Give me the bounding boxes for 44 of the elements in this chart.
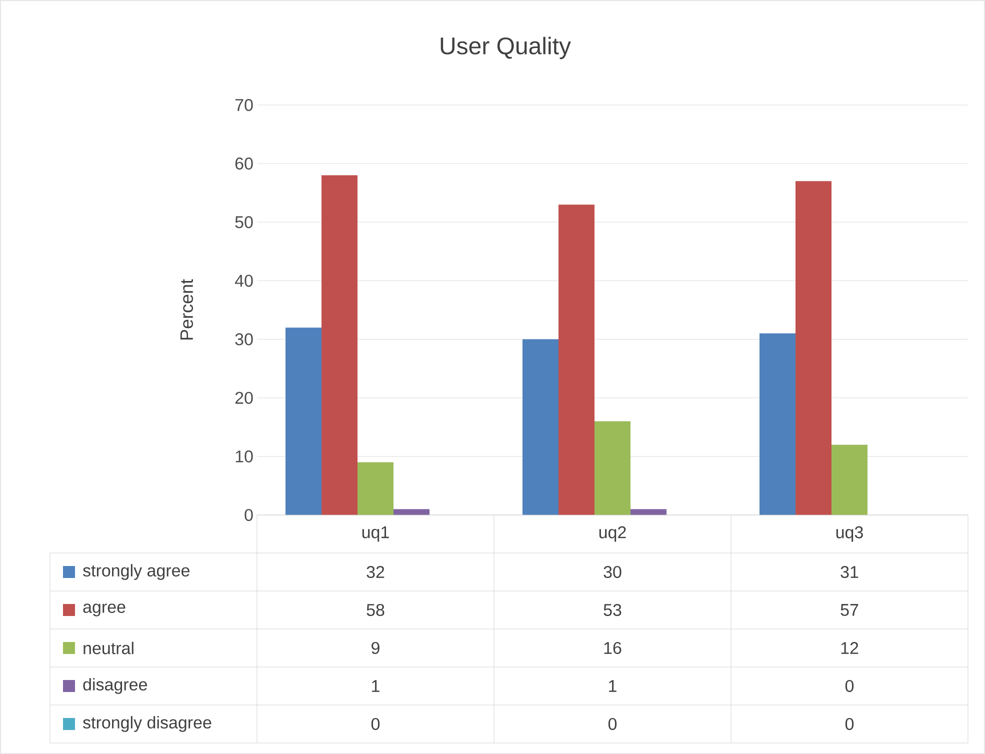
bar (594, 421, 631, 515)
data-label: 9 (372, 642, 380, 654)
x-tick-label: uq3 (836, 526, 863, 542)
y-tick-label: 20 (235, 392, 253, 404)
data-label: 57 (840, 604, 858, 616)
data-label: 58 (366, 604, 384, 616)
bar (558, 204, 595, 515)
y-tick-label: 10 (236, 450, 253, 462)
bar (832, 444, 868, 515)
data-label: 12 (841, 642, 858, 654)
data-label: 0 (845, 718, 854, 730)
bar (286, 328, 322, 515)
legend-label: neutral (84, 642, 134, 654)
data-label: 0 (371, 718, 380, 730)
legend-label: strongly agree (83, 564, 190, 580)
y-tick-label: 70 (235, 98, 253, 112)
y-tick-label: 60 (235, 158, 253, 170)
data-label: 32 (366, 566, 384, 578)
y-tick-label: 50 (235, 216, 253, 228)
bar (358, 462, 394, 515)
x-tick-label: uq2 (599, 526, 626, 542)
bar (322, 175, 358, 515)
legend-label: disagree (83, 678, 147, 694)
data-label: 0 (845, 680, 854, 692)
chart-title: User Quality (440, 36, 571, 60)
data-label: 53 (604, 604, 622, 616)
legend-label: strongly disagree (83, 716, 212, 732)
data-label: 16 (604, 642, 622, 654)
legend-label: agree (83, 604, 126, 616)
data-label: 31 (840, 566, 858, 578)
bar (760, 333, 796, 515)
data-label: 1 (609, 680, 616, 692)
y-tick-label: 0 (244, 508, 253, 522)
data-label: 1 (372, 680, 380, 692)
data-label: 0 (608, 718, 617, 730)
bar (630, 509, 667, 515)
bar (394, 509, 430, 515)
x-tick-label: uq1 (362, 526, 389, 542)
bar (796, 181, 832, 515)
y-axis-title: Percent (180, 279, 194, 340)
data-label: 30 (604, 566, 622, 578)
y-tick-label: 30 (235, 333, 253, 346)
y-tick-label: 40 (234, 274, 253, 287)
bar (522, 339, 559, 515)
